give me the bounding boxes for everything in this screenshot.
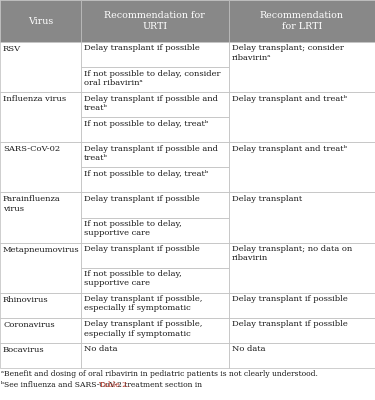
- Bar: [81, 42, 229, 67]
- Bar: [229, 343, 375, 368]
- Text: Influenza virus: Influenza virus: [3, 95, 66, 103]
- Bar: [81, 0, 229, 42]
- Bar: [81, 142, 229, 167]
- Text: Coronavirus: Coronavirus: [3, 321, 55, 329]
- Text: If not possible to delay, treatᵇ: If not possible to delay, treatᵇ: [84, 120, 208, 128]
- Text: Delay transplant; consider
ribavirinᵃ: Delay transplant; consider ribavirinᵃ: [232, 44, 344, 62]
- Bar: [0, 192, 81, 243]
- Text: SARS-CoV-02: SARS-CoV-02: [3, 145, 60, 153]
- Text: Delay transplant if possible,
especially if symptomatic: Delay transplant if possible, especially…: [84, 295, 202, 312]
- Bar: [81, 268, 229, 293]
- Text: If not possible to delay,
supportive care: If not possible to delay, supportive car…: [84, 270, 182, 287]
- Bar: [229, 42, 375, 92]
- Text: Bocavirus: Bocavirus: [3, 346, 45, 354]
- Text: Rhinovirus: Rhinovirus: [3, 296, 49, 304]
- Bar: [229, 192, 375, 243]
- Text: Delay transplant and treatᵇ: Delay transplant and treatᵇ: [232, 95, 347, 103]
- Text: Delay transplant if possible: Delay transplant if possible: [84, 44, 200, 52]
- Text: Delay transplant: Delay transplant: [232, 195, 302, 203]
- Bar: [0, 142, 81, 192]
- Text: Delay transplant; no data on
ribavirin: Delay transplant; no data on ribavirin: [232, 245, 352, 262]
- Bar: [229, 0, 375, 42]
- Text: Delay transplant if possible: Delay transplant if possible: [232, 295, 348, 303]
- Bar: [0, 318, 81, 343]
- Bar: [81, 218, 229, 243]
- Bar: [0, 293, 81, 318]
- Text: ᵇSee influenza and SARS-CoV-2 treatment section in: ᵇSee influenza and SARS-CoV-2 treatment …: [1, 381, 204, 389]
- Text: Delay transplant if possible: Delay transplant if possible: [84, 195, 200, 203]
- Bar: [81, 318, 229, 343]
- Text: Delay transplant if possible: Delay transplant if possible: [84, 245, 200, 253]
- Bar: [229, 243, 375, 293]
- Text: Delay transplant if possible: Delay transplant if possible: [232, 320, 348, 328]
- Bar: [81, 243, 229, 268]
- Text: Parainfluenza
virus: Parainfluenza virus: [3, 196, 61, 213]
- Bar: [0, 0, 81, 42]
- Bar: [81, 92, 229, 117]
- Text: No data: No data: [84, 346, 117, 354]
- Bar: [229, 142, 375, 192]
- Text: Delay transplant if possible and
treatᵇ: Delay transplant if possible and treatᵇ: [84, 145, 218, 162]
- Text: No data: No data: [232, 346, 265, 354]
- Bar: [81, 343, 229, 368]
- Bar: [229, 293, 375, 318]
- Bar: [229, 318, 375, 343]
- Text: ᵃBenefit and dosing of oral ribavirin in pediatric patients is not clearly under: ᵃBenefit and dosing of oral ribavirin in…: [1, 370, 318, 378]
- Bar: [81, 293, 229, 318]
- Text: RSV: RSV: [3, 45, 21, 53]
- Text: If not possible to delay, consider
oral ribavirinᵃ: If not possible to delay, consider oral …: [84, 70, 220, 87]
- Bar: [0, 243, 81, 293]
- Text: Delay transplant if possible,
especially if symptomatic: Delay transplant if possible, especially…: [84, 320, 202, 338]
- Bar: [81, 167, 229, 192]
- Bar: [0, 92, 81, 142]
- Text: Metapneumovirus: Metapneumovirus: [3, 246, 80, 254]
- Text: Recommendation
for LRTI: Recommendation for LRTI: [260, 11, 344, 31]
- Bar: [229, 92, 375, 142]
- Text: Delay transplant and treatᵇ: Delay transplant and treatᵇ: [232, 145, 347, 153]
- Bar: [0, 42, 81, 92]
- Text: If not possible to delay, treatᵇ: If not possible to delay, treatᵇ: [84, 170, 208, 178]
- Bar: [81, 67, 229, 92]
- Bar: [81, 192, 229, 218]
- Text: Virus: Virus: [28, 16, 53, 26]
- Text: Delay transplant if possible and
treatᵇ: Delay transplant if possible and treatᵇ: [84, 95, 218, 112]
- Text: If not possible to delay,
supportive care: If not possible to delay, supportive car…: [84, 220, 182, 237]
- Bar: [81, 117, 229, 142]
- Text: Table 2.: Table 2.: [99, 381, 129, 389]
- Bar: [0, 343, 81, 368]
- Text: Recommendation for
URTI: Recommendation for URTI: [104, 11, 205, 31]
